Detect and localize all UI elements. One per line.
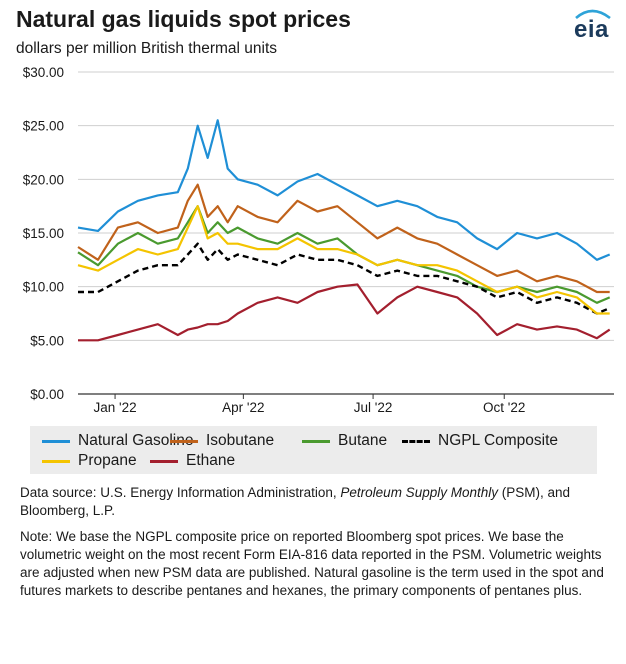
legend-label: Ethane (186, 452, 236, 469)
line-chart: $0.00 $5.00 $10.00 $15.00 $20.00 $25.00 $30.00… (23, 65, 614, 415)
series-line-natural-gasoline (77, 119, 611, 261)
legend-swatch (42, 439, 70, 443)
eia-logo-arc-icon (575, 9, 611, 20)
legend-item: Butane (302, 432, 387, 450)
y-tick-label: $20.00 (23, 172, 64, 187)
source-prefix: Data source: U.S. Energy Information Adm… (20, 485, 341, 500)
x-tick-label: Apr '22 (222, 400, 264, 415)
y-tick-label: $5.00 (30, 333, 64, 348)
series-line-propane (77, 205, 610, 315)
legend-item: Isobutane (170, 432, 274, 450)
chart-title: Natural gas liquids spot prices (16, 6, 351, 32)
legend-label: Natural Gasoline (78, 432, 194, 449)
legend-label: Butane (338, 432, 388, 449)
y-tick-label: $0.00 (30, 387, 64, 402)
legend-swatch (42, 459, 70, 463)
chart-note: Note: We base the NGPL composite price o… (20, 529, 604, 598)
x-axis-tick-labels: Jan '22 Apr '22 Jul '22 Oct '22 (94, 394, 525, 415)
legend-swatch (170, 439, 198, 443)
source-suffix: (PSM), and Bloomberg, L.P. (20, 485, 571, 518)
data-source-note: Data source: U.S. Energy Information Adm… (20, 484, 610, 520)
source-publication: Petroleum Supply Monthly (340, 485, 498, 500)
legend-item: Propane (42, 452, 137, 470)
y-tick-label: $30.00 (23, 65, 64, 80)
y-tick-label: $25.00 (23, 119, 64, 134)
legend-label: NGPL Composite (438, 432, 559, 449)
legend-label: Propane (78, 452, 137, 469)
x-tick-label: Oct '22 (483, 400, 525, 415)
y-tick-label: $15.00 (23, 226, 64, 241)
legend-item: Ethane (150, 452, 235, 470)
series-line-isobutane (77, 183, 610, 294)
series-line-ngpl-composite (78, 242, 611, 315)
legend-swatch (150, 459, 178, 463)
chart-series (77, 119, 611, 342)
legend-item: Natural Gasoline (42, 432, 193, 450)
legend-swatch (302, 439, 330, 443)
x-tick-label: Jul '22 (354, 400, 393, 415)
series-line-ethane (78, 283, 611, 342)
eia-logo: eia (574, 16, 609, 43)
x-tick-label: Jan '22 (94, 400, 137, 415)
y-axis-tick-labels: $0.00 $5.00 $10.00 $15.00 $20.00 $25.00 $30.00 (23, 65, 64, 402)
y-tick-label: $10.00 (23, 280, 64, 295)
legend-item: NGPL Composite (402, 432, 558, 450)
chart-legend: Natural Gasoline Isobutane Butane NGPL Comp… (30, 426, 597, 474)
legend-swatch (402, 439, 430, 443)
chart-subtitle: dollars per million British thermal unit… (16, 40, 278, 57)
legend-label: Isobutane (206, 432, 275, 449)
